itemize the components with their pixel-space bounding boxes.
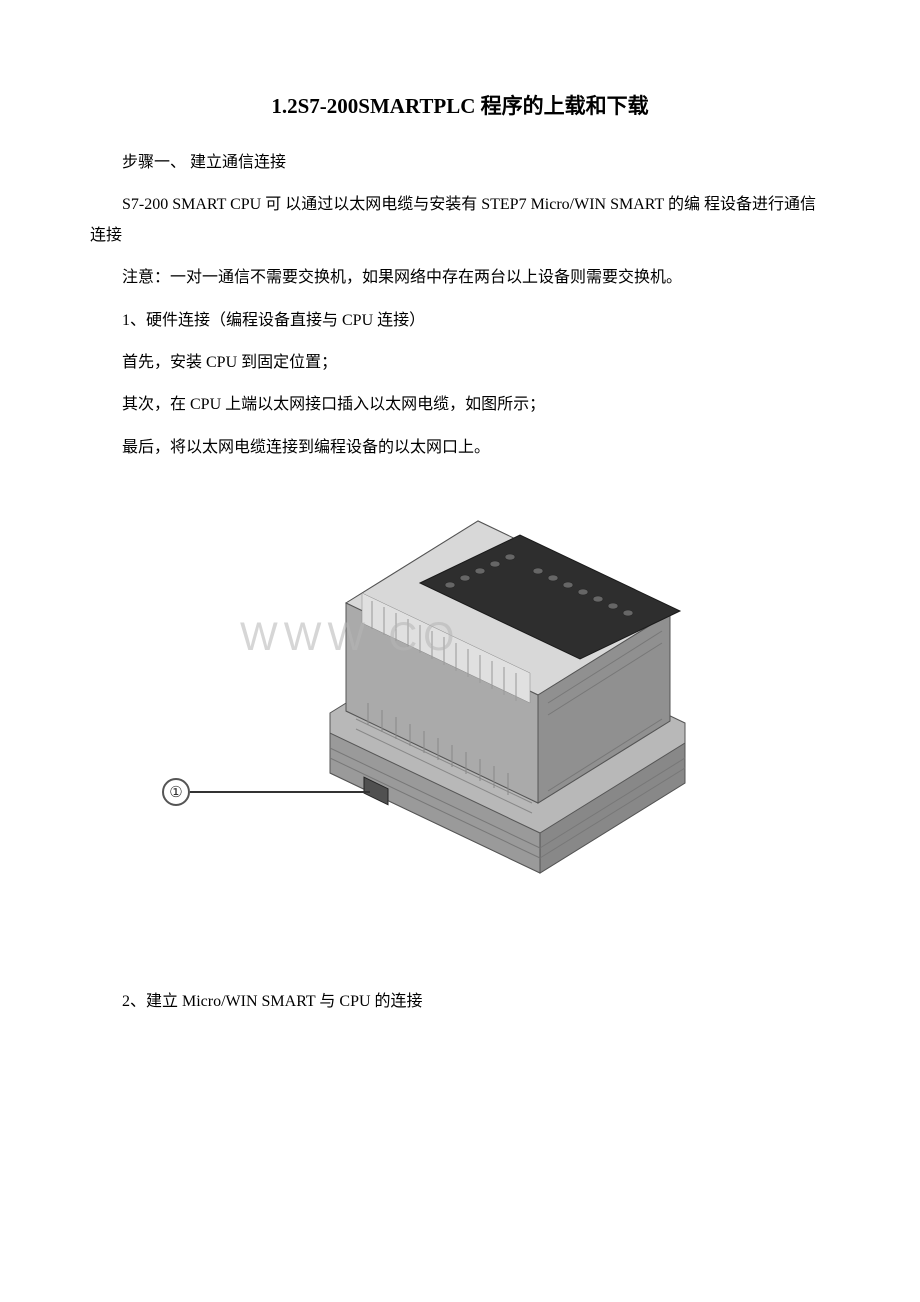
step1-heading: 步骤一、 建立通信连接 xyxy=(90,148,830,178)
plc-figure: ① xyxy=(120,483,720,963)
paragraph-last: 最后，将以太网电缆连接到编程设备的以太网口上。 xyxy=(90,433,830,463)
paragraph-item1: 1、硬件连接（编程设备直接与 CPU 连接） xyxy=(90,306,830,336)
document-title: 1.2S7-200SMARTPLC 程序的上载和下载 xyxy=(90,90,830,120)
plc-device-illustration xyxy=(290,493,710,913)
callout-number-1: ① xyxy=(162,778,190,806)
watermark-text: WWW CO xyxy=(240,615,460,660)
paragraph-second: 其次，在 CPU 上端以太网接口插入以太网电缆，如图所示； xyxy=(90,390,830,420)
paragraph-intro: S7-200 SMART CPU 可 以通过以太网电缆与安装有 STEP7 Mi… xyxy=(90,190,830,251)
paragraph-item2: 2、建立 Micro/WIN SMART 与 CPU 的连接 xyxy=(90,987,830,1017)
callout-leader-line xyxy=(190,791,370,793)
paragraph-first: 首先，安装 CPU 到固定位置； xyxy=(90,348,830,378)
paragraph-note: 注意：一对一通信不需要交换机，如果网络中存在两台以上设备则需要交换机。 xyxy=(90,263,830,293)
